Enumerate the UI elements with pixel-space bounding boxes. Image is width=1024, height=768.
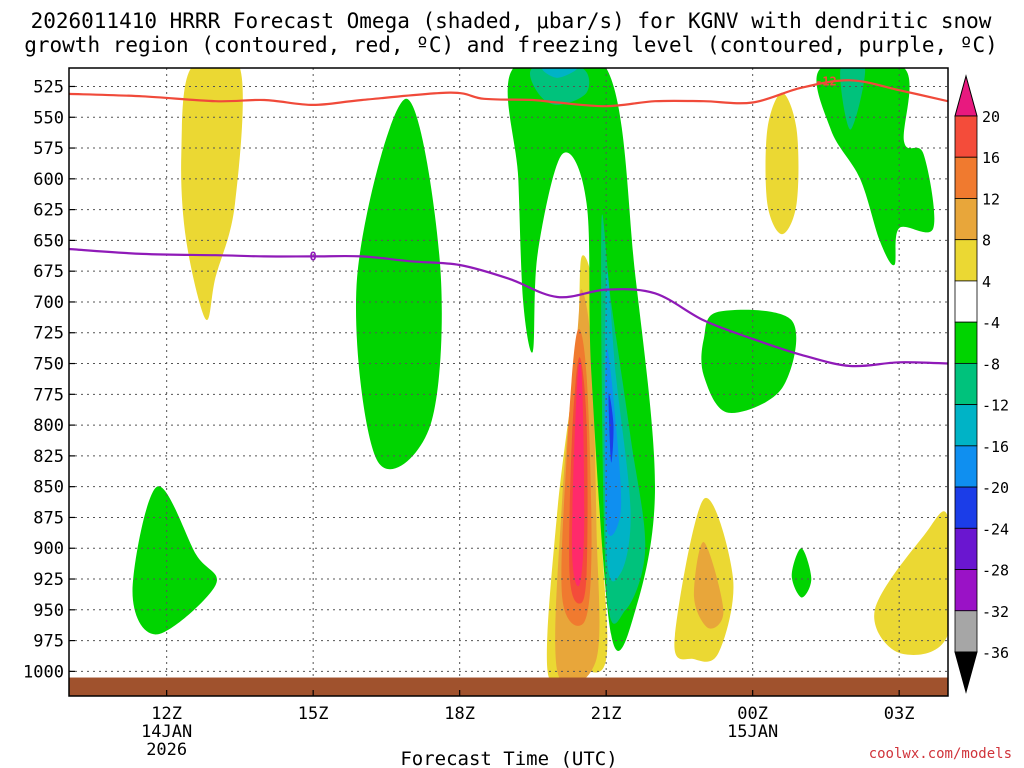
colorbar-label-neg32: -32 [982, 603, 1009, 621]
y-tick-label-925: 925 [33, 570, 64, 590]
y-tick-label-575: 575 [33, 139, 64, 159]
colorbar-label-8: 8 [982, 232, 991, 250]
y-tick-label-800: 800 [33, 416, 64, 436]
colorbar-label-neg8: -8 [982, 355, 1000, 373]
y-tick-label-525: 525 [33, 77, 64, 97]
colorbar-label-4: 4 [982, 273, 991, 291]
grid-lines [69, 68, 948, 696]
x-tick-label-12Z: 12Z [151, 704, 182, 724]
omega-region-level-8-6 [694, 542, 724, 629]
omega-shaded-regions [132, 68, 948, 686]
colorbar-segment-0 [954, 115, 978, 158]
ground-strip [69, 677, 948, 696]
colorbar-segment-6 [954, 362, 978, 406]
colorbar-label-neg28: -28 [982, 562, 1009, 580]
omega-region-level-neg4-10 [132, 486, 217, 635]
y-tick-label-750: 750 [33, 355, 64, 375]
omega-region-level-neg12-19 [542, 68, 577, 78]
y-tick-label-825: 825 [33, 447, 64, 467]
x-tick-label-15Z: 15Z [298, 704, 329, 724]
colorbar-label-neg36: -36 [982, 644, 1009, 662]
omega-region-level-4-1 [765, 92, 799, 235]
colorbar-segment-9 [954, 486, 978, 529]
y-tick-label-675: 675 [33, 262, 64, 282]
x-tick-date-12Z: 14JAN [141, 722, 192, 742]
colorbar-label-neg20: -20 [982, 479, 1009, 497]
colorbar-segment-11 [954, 569, 978, 612]
colorbar-segment-10 [954, 527, 978, 570]
y-tick-label-875: 875 [33, 508, 64, 528]
colorbar-segment-5 [954, 321, 978, 364]
y-tick-label-900: 900 [33, 539, 64, 559]
colorbar-segment-2 [954, 198, 978, 241]
colorbar-segment-12 [954, 610, 978, 653]
y-axis: 525 550 575 600 625 650 675 700 725 750 775 800 825 8… [23, 77, 75, 682]
y-tick-label-950: 950 [33, 601, 64, 621]
colorbar-bottom-arrow [954, 651, 978, 694]
omega-region-level-neg4-14 [791, 548, 812, 598]
colorbar-segment-3 [954, 239, 978, 282]
y-tick-label-1000: 1000 [23, 662, 64, 682]
omega-region-level-4-4 [874, 511, 948, 655]
colorbar-label-neg4: -4 [982, 314, 1000, 332]
plot-area: -12 0 [69, 68, 948, 696]
colorbar-label-12: 12 [982, 190, 1000, 208]
colorbar: 20 16 12 8 4 -4 -8 -12 -16 -20 -24 -28 -32 -36 [954, 74, 1009, 694]
x-tick-date-00Z: 15JAN [727, 722, 778, 742]
colorbar-segment-4 [954, 280, 978, 323]
colorbar-segment-8 [954, 445, 978, 488]
y-tick-label-775: 775 [33, 385, 64, 405]
colorbar-label-neg12: -12 [982, 397, 1009, 415]
colorbar-label-neg24: -24 [982, 520, 1009, 538]
omega-region-level-20-9 [571, 362, 585, 587]
omega-region-level-neg4-11 [355, 98, 442, 470]
omega-region-level-neg8-17 [840, 68, 866, 130]
credit-label: coolwx.com/models [869, 746, 1012, 762]
chart-title-line-1: 2026011410 HRRR Forecast Omega (shaded, … [31, 9, 992, 33]
colorbar-label-20: 20 [982, 108, 1000, 126]
plot-frame [68, 67, 949, 697]
dgz-contour-label: -12 [815, 75, 837, 89]
omega-region-level-neg8-16 [530, 68, 590, 105]
colorbar-top-arrow [954, 74, 978, 117]
x-tick-label-21Z: 21Z [591, 704, 622, 724]
y-tick-label-975: 975 [33, 632, 64, 652]
y-tick-label-550: 550 [33, 108, 64, 128]
omega-region-level-4-0 [181, 68, 243, 320]
y-tick-label-600: 600 [33, 170, 64, 190]
freezing-level-contour [69, 247, 948, 368]
y-tick-label-625: 625 [33, 201, 64, 221]
x-axis-label: Forecast Time (UTC) [400, 748, 617, 768]
x-tick-year-12Z: 2026 [146, 740, 187, 760]
y-tick-label-725: 725 [33, 324, 64, 344]
colorbar-label-16: 16 [982, 149, 1000, 167]
x-tick-label-03Z: 03Z [884, 704, 915, 724]
colorbar-label-neg16: -16 [982, 438, 1009, 456]
omega-region-level-neg20-22 [608, 393, 614, 463]
x-tick-label-18Z: 18Z [444, 704, 475, 724]
temperature-contours: -12 0 [69, 75, 948, 368]
freezing-level-label: 0 [310, 249, 317, 263]
y-tick-label-700: 700 [33, 293, 64, 313]
chart-title-line-2: growth region (contoured, red, ºC) and f… [24, 33, 998, 57]
colorbar-segment-7 [954, 404, 978, 447]
colorbar-segment-1 [954, 156, 978, 199]
x-tick-label-00Z: 00Z [737, 704, 768, 724]
y-tick-label-850: 850 [33, 478, 64, 498]
ground-layer [69, 677, 948, 696]
y-tick-label-650: 650 [33, 231, 64, 251]
dgz-minus12-contour [69, 79, 948, 108]
omega-region-level-neg4-13 [701, 309, 797, 414]
